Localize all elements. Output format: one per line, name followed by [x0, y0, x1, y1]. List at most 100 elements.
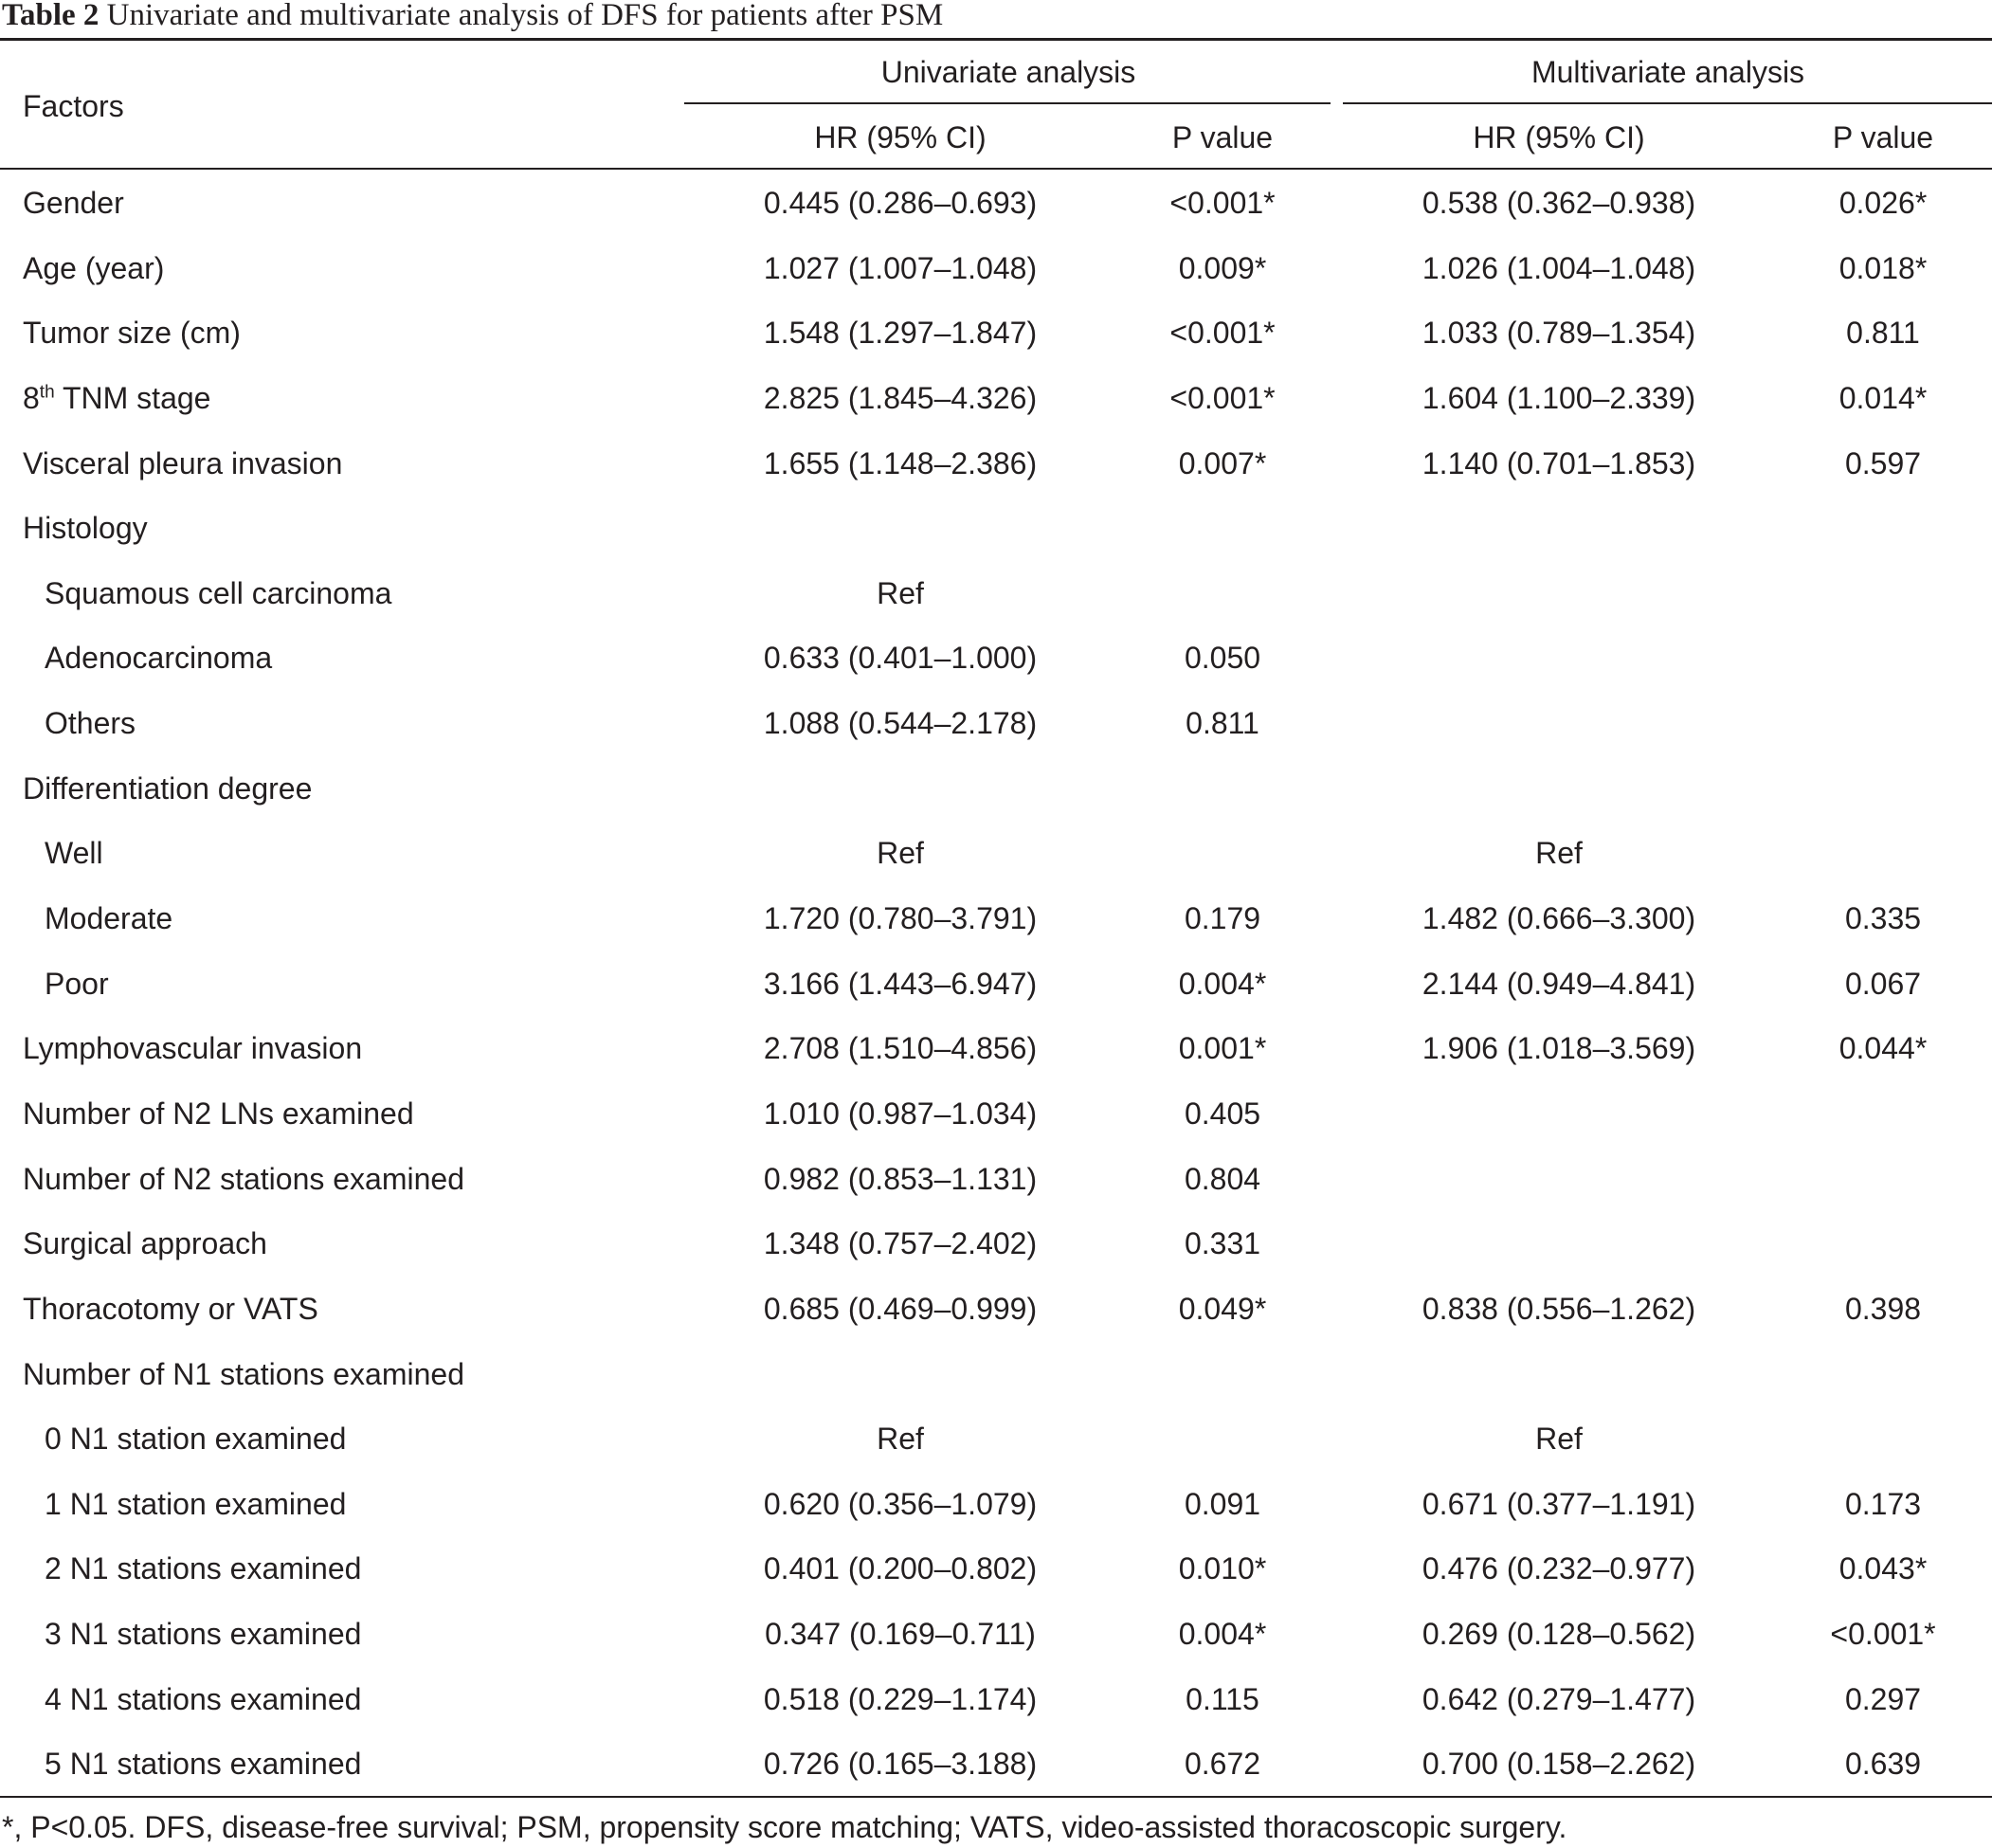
- cell-u-hr: 1.548 (1.297–1.847): [763, 316, 1038, 350]
- header-multivariate-p: P value: [1832, 120, 1934, 154]
- cell-u-p: 0.811: [1186, 706, 1259, 740]
- table-caption-label: Table 2: [2, 0, 100, 32]
- cell-u-hr: 3.166 (1.443–6.947): [763, 967, 1038, 1001]
- cell-m-p: 0.018*: [1838, 251, 1928, 285]
- cell-u-hr: 1.088 (0.544–2.178): [763, 706, 1038, 740]
- table-header-rule: [0, 168, 1992, 170]
- cell-m-p: 0.067: [1844, 967, 1922, 1001]
- row-factor: 5 N1 stations examined: [45, 1747, 362, 1781]
- cell-m-hr: 1.604 (1.100–2.339): [1422, 381, 1696, 415]
- row-factor: 2 N1 stations examined: [45, 1551, 362, 1585]
- header-univariate-p: P value: [1171, 120, 1274, 154]
- cell-m-hr: 0.700 (0.158–2.262): [1422, 1747, 1696, 1781]
- row-factor: Age (year): [23, 251, 165, 285]
- cell-u-p: 0.331: [1184, 1226, 1261, 1260]
- row-factor: Visceral pleura invasion: [23, 446, 343, 480]
- row-factor: Moderate: [45, 901, 173, 935]
- cell-m-p: 0.014*: [1838, 381, 1928, 415]
- header-multivariate: Multivariate analysis: [1530, 55, 1805, 89]
- row-factor: Histology: [23, 511, 148, 545]
- cell-u-hr: 2.708 (1.510–4.856): [763, 1031, 1038, 1065]
- cell-m-hr: 1.906 (1.018–3.569): [1422, 1031, 1696, 1065]
- row-factor: Well: [45, 836, 103, 870]
- row-factor: Differentiation degree: [23, 771, 313, 806]
- table-caption-text: Univariate and multivariate analysis of …: [106, 0, 944, 32]
- cell-u-hr: 2.825 (1.845–4.326): [763, 381, 1038, 415]
- row-factor: 0 N1 station examined: [45, 1422, 347, 1456]
- header-univariate-hr: HR (95% CI): [814, 120, 987, 154]
- cell-u-hr: Ref: [877, 1422, 924, 1456]
- cell-u-hr: 0.633 (0.401–1.000): [763, 641, 1038, 675]
- cell-u-p: 0.007*: [1178, 446, 1267, 480]
- cell-u-p: 0.004*: [1178, 1617, 1267, 1651]
- row-factor: 4 N1 stations examined: [45, 1682, 362, 1716]
- cell-m-hr: Ref: [1535, 1422, 1583, 1456]
- row-factor: 1 N1 station examined: [45, 1487, 347, 1521]
- cell-u-p: <0.001*: [1169, 186, 1276, 220]
- row-factor: Number of N2 LNs examined: [23, 1096, 414, 1131]
- cell-m-p: 0.173: [1844, 1487, 1922, 1521]
- row-factor: Tumor size (cm): [23, 316, 241, 350]
- table-top-rule: [0, 38, 1992, 41]
- cell-u-p: 0.179: [1184, 901, 1261, 935]
- cell-m-p: 0.639: [1844, 1747, 1922, 1781]
- cell-m-hr: 0.838 (0.556–1.262): [1422, 1292, 1696, 1326]
- cell-u-hr: 1.655 (1.148–2.386): [763, 446, 1038, 480]
- cell-m-hr: 1.033 (0.789–1.354): [1422, 316, 1696, 350]
- cell-u-hr: Ref: [877, 576, 924, 610]
- cell-m-p: 0.398: [1844, 1292, 1922, 1326]
- cell-u-p: <0.001*: [1169, 381, 1276, 415]
- cell-u-p: 0.115: [1186, 1682, 1259, 1716]
- cell-m-p: 0.043*: [1838, 1551, 1928, 1585]
- univariate-subrule: [684, 102, 1331, 104]
- cell-u-p: 0.004*: [1178, 967, 1267, 1001]
- cell-u-hr: 0.982 (0.853–1.131): [763, 1162, 1038, 1196]
- cell-u-p: 0.009*: [1178, 251, 1267, 285]
- header-univariate: Univariate analysis: [880, 55, 1136, 89]
- cell-m-p: 0.597: [1844, 446, 1922, 480]
- cell-m-hr: Ref: [1535, 836, 1583, 870]
- row-factor: Poor: [45, 967, 109, 1001]
- row-factor: Adenocarcinoma: [45, 641, 273, 675]
- table-caption: Table 2 Univariate and multivariate anal…: [2, 0, 943, 36]
- multivariate-subrule: [1343, 102, 1992, 104]
- row-factor: 3 N1 stations examined: [45, 1617, 362, 1651]
- row-factor: 8th TNM stage: [23, 381, 211, 415]
- row-factor: Number of N2 stations examined: [23, 1162, 464, 1196]
- cell-m-hr: 0.671 (0.377–1.191): [1422, 1487, 1696, 1521]
- row-factor: Number of N1 stations examined: [23, 1357, 464, 1391]
- cell-u-p: 0.672: [1184, 1747, 1261, 1781]
- cell-m-hr: 1.482 (0.666–3.300): [1422, 901, 1696, 935]
- row-factor: Gender: [23, 186, 124, 220]
- cell-m-p: 0.811: [1846, 316, 1920, 350]
- cell-m-p: <0.001*: [1830, 1617, 1936, 1651]
- row-factor: Thoracotomy or VATS: [23, 1292, 318, 1326]
- cell-u-p: 0.050: [1184, 641, 1261, 675]
- cell-m-hr: 1.026 (1.004–1.048): [1422, 251, 1696, 285]
- cell-u-hr: 0.347 (0.169–0.711): [765, 1617, 1036, 1651]
- cell-m-p: 0.044*: [1838, 1031, 1928, 1065]
- cell-u-hr: 0.620 (0.356–1.079): [763, 1487, 1038, 1521]
- cell-u-p: 0.405: [1184, 1096, 1261, 1131]
- row-factor: Others: [45, 706, 136, 740]
- cell-u-p: 0.001*: [1178, 1031, 1267, 1065]
- row-factor: Squamous cell carcinoma: [45, 576, 392, 610]
- cell-m-p: 0.297: [1844, 1682, 1922, 1716]
- cell-u-hr: 0.726 (0.165–3.188): [763, 1747, 1038, 1781]
- cell-u-p: 0.091: [1184, 1487, 1261, 1521]
- table-footnote: *, P<0.05. DFS, disease-free survival; P…: [2, 1810, 1567, 1844]
- cell-u-hr: 1.348 (0.757–2.402): [763, 1226, 1038, 1260]
- cell-u-hr: 0.685 (0.469–0.999): [763, 1292, 1038, 1326]
- cell-m-hr: 2.144 (0.949–4.841): [1422, 967, 1696, 1001]
- cell-m-hr: 1.140 (0.701–1.853): [1422, 446, 1696, 480]
- cell-u-hr: Ref: [877, 836, 924, 870]
- cell-u-hr: 1.027 (1.007–1.048): [763, 251, 1038, 285]
- cell-u-p: 0.804: [1184, 1162, 1261, 1196]
- header-multivariate-hr: HR (95% CI): [1473, 120, 1645, 154]
- cell-u-p: 0.049*: [1178, 1292, 1267, 1326]
- cell-m-p: 0.335: [1844, 901, 1922, 935]
- cell-m-hr: 0.476 (0.232–0.977): [1422, 1551, 1696, 1585]
- cell-u-p: <0.001*: [1169, 316, 1276, 350]
- row-factor: Lymphovascular invasion: [23, 1031, 363, 1065]
- cell-u-hr: 0.445 (0.286–0.693): [763, 186, 1038, 220]
